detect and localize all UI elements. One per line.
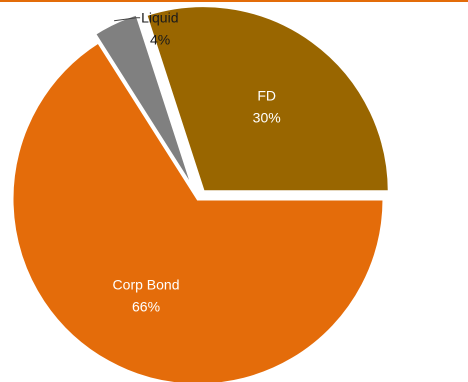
slice-percent-liquid: 4%: [150, 32, 170, 48]
slice-percent-corp-bond: 66%: [132, 299, 160, 315]
slice-label-corp-bond: Corp Bond: [113, 277, 180, 293]
slice-percent-fd: 30%: [253, 109, 281, 125]
pie-slice-corp-bond: [10, 39, 386, 382]
top-accent-rule: [0, 0, 468, 2]
leader-line-liquid: [114, 17, 141, 22]
pie-slice-liquid: [92, 12, 196, 192]
slice-label-liquid: Liquid: [141, 10, 178, 26]
pie-slice-fd: [143, 4, 391, 194]
slice-label-fd: FD: [257, 87, 276, 103]
